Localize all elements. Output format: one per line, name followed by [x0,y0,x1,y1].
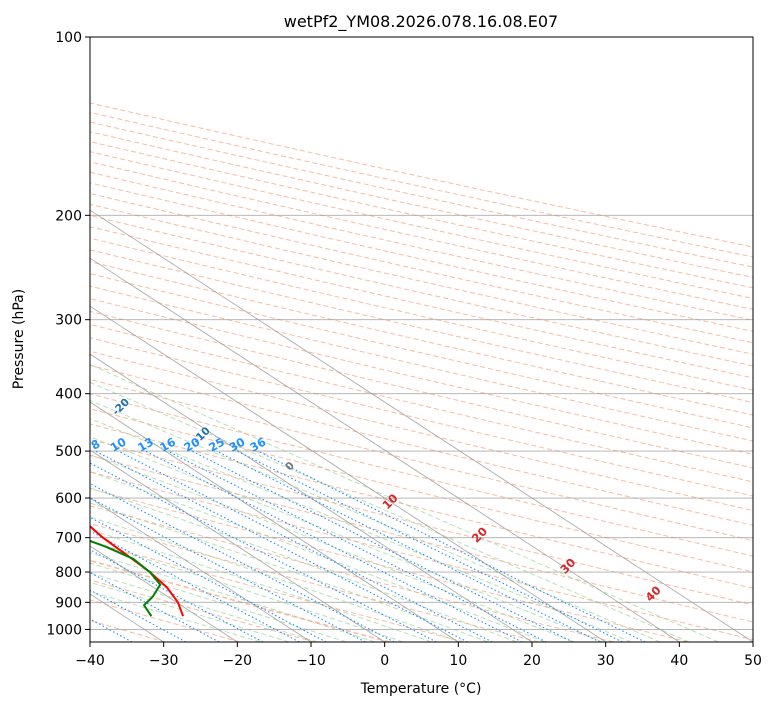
x-tick-label: −20 [223,653,253,669]
mixing-ratio-lines [90,450,646,642]
moist-adiabat-line [90,418,632,642]
x-tick-label: −40 [75,653,105,669]
isotherm-line [90,305,606,642]
dry-adiabat-line [90,203,753,355]
moist-adiabat-line [90,502,489,642]
dry-adiabat-line [90,408,753,573]
x-tick-label: 40 [670,653,688,669]
y-axis-label: Pressure (hPa) [11,289,27,389]
isotherm-line [90,353,533,642]
moist-adiabat-line [90,516,460,642]
dry-adiabat-line [90,488,689,642]
mixing-ratio-label: 25 [206,435,227,455]
dry-adiabat-line [90,298,753,455]
dry-adiabat-line [90,471,753,641]
plot-frame [89,36,754,643]
dry-adiabat-line [90,454,753,623]
dry-adiabat-line [90,261,753,416]
moist-adiabat-line [90,541,404,642]
mixing-ratio-label: 10 [108,435,129,455]
x-axis-label: Temperature (°C) [360,681,482,697]
moist-adiabat-line [90,562,347,642]
moist-adiabat-line [90,436,603,642]
mixing-ratio-label: 4 [21,437,35,453]
sounding-series [90,525,185,617]
y-tick-label: 500 [55,444,82,460]
dry-adiabat-line [90,273,753,429]
dry-adiabat-line [90,337,753,497]
dry-adiabat-line [90,438,753,606]
pressure-grid [90,37,753,630]
mixing-ratio-line [117,450,493,642]
x-tick-label: 0 [380,653,389,669]
mixing-ratio-label: 16 [157,435,178,455]
moist-adiabat-line [90,364,719,642]
dry-adiabat-line [90,505,614,642]
isotherm-line [90,209,753,642]
dry-adiabats [90,102,753,642]
y-tick-label: 800 [55,565,82,581]
isotherm-line [90,257,680,642]
dry-adiabat-line [90,393,753,557]
x-tick-label: −10 [296,653,326,669]
isotherm-line [90,449,385,642]
x-tick-label: 30 [597,653,615,669]
mixing-ratio-line [236,450,623,642]
chart-title: wetPf2_YM08.2026.078.16.08.E07 [284,12,558,32]
axes: −40 −30 −20 −10 0 10 20 30 40 50 100 200 300 400 500 60… [46,30,762,669]
y-tick-label: 400 [55,387,82,403]
temperature-profile-line [90,525,185,617]
mixing-ratio-label: 20 [181,435,202,455]
dry-adiabat-line [90,423,753,589]
mixing-ratio-line [90,497,366,642]
dry-adiabat-line [90,323,753,483]
mixing-ratio-line [191,450,574,642]
y-tick-label: 300 [55,313,82,329]
dry-adiabat-line [90,237,753,391]
dry-adiabat-line [90,214,753,367]
mixing-ratio-line [216,450,601,642]
y-tick-label: 600 [55,491,82,507]
isotherms [90,209,753,642]
mixing-ratio-label: 36 [247,435,268,455]
plot-background [90,37,753,642]
y-tick-label: 900 [55,595,82,611]
y-tick-label: 100 [55,30,82,46]
x-tick-label: 20 [523,653,541,669]
y-tick-label: 200 [55,208,82,224]
moist-adiabat-line [90,471,546,642]
mixing-ratio-label: 13 [135,435,156,455]
mixing-ratio-line [145,450,523,642]
mixing-ratio-label: 3 [0,437,8,453]
mixing-ratio-line [167,450,547,642]
x-tick-label: −30 [149,653,179,669]
isotherm-line [90,497,312,642]
y-tick-label: 1000 [46,622,82,638]
y-tick-label: 700 [55,531,82,547]
moist-adiabat-line [90,572,318,642]
moist-adiabat-line [90,381,690,642]
mixing-ratio-line [90,589,187,642]
moist-adiabat-line [90,454,574,642]
isotherm-line [90,401,459,642]
mixing-ratio-label: 30 [227,435,248,455]
x-tick-label: 10 [449,653,467,669]
moist-adiabat-line [90,487,517,642]
x-tick-label: 50 [744,653,762,669]
